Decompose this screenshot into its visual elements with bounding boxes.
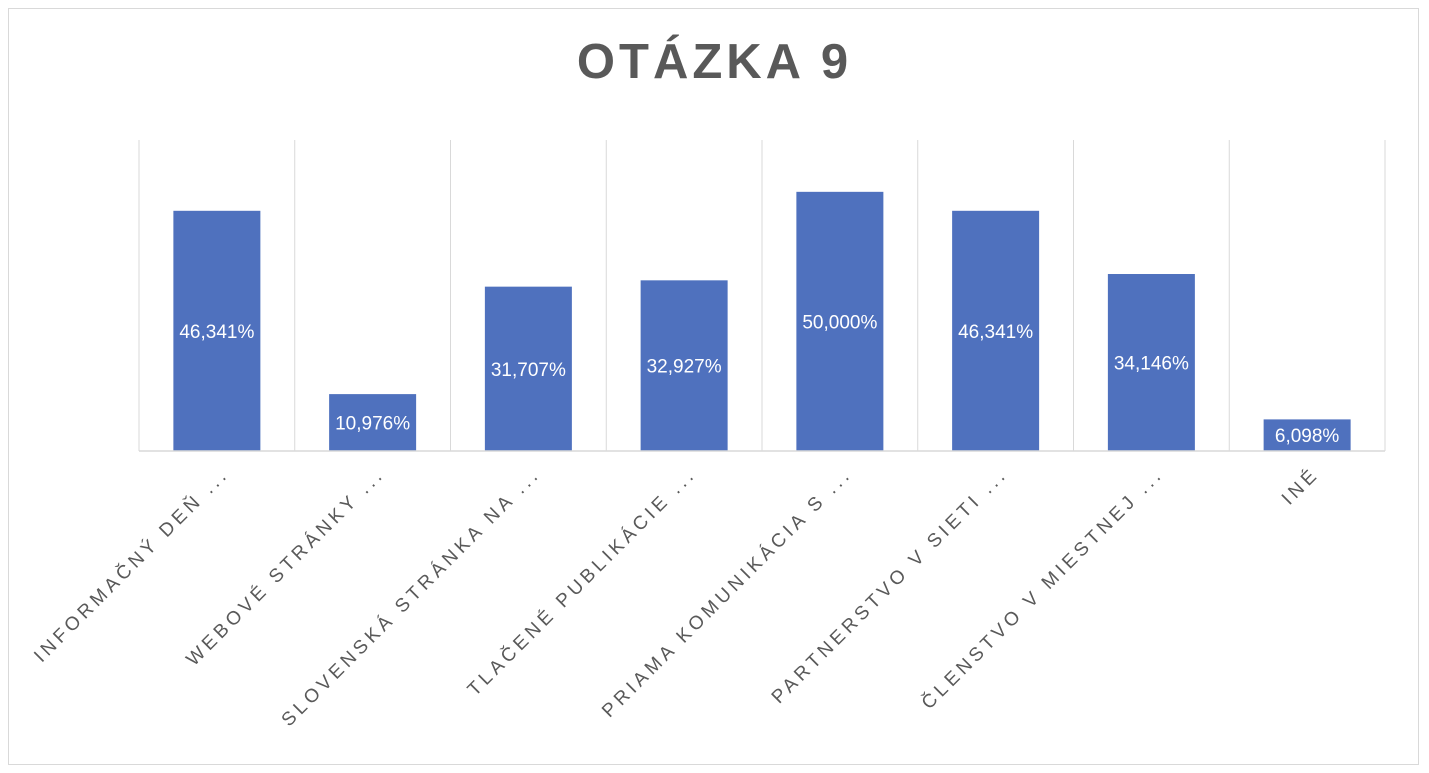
data-label: 10,976% — [335, 414, 410, 435]
gridlines — [138, 140, 1386, 451]
category-axis: INFORMAČNÝ DEŇ ...WEBOVÉ STRÁNKY ...SLOV… — [30, 450, 1385, 731]
bar — [173, 210, 261, 451]
bar — [952, 210, 1040, 451]
bar — [796, 191, 884, 452]
data-label: 31,707% — [491, 360, 566, 381]
data-label: 46,341% — [179, 322, 254, 343]
bars — [173, 191, 1351, 452]
data-label: 34,146% — [1114, 354, 1189, 375]
category-label: PRIAMA KOMUNIKÁCIA S ... — [598, 464, 856, 722]
data-label: 32,927% — [647, 357, 722, 378]
bar — [1107, 274, 1195, 451]
bar — [640, 280, 728, 451]
category-label: INÉ — [1278, 464, 1324, 510]
chart-title: OTÁZKA 9 — [576, 35, 853, 89]
data-label: 6,098% — [1275, 426, 1340, 447]
category-label: ČLENSTVO V MIESTNEJ ... — [917, 463, 1168, 714]
data-labels: 46,341% 10,976% 31,707% 32,927% 50,000% 46,34… — [179, 312, 1339, 447]
data-label: 50,000% — [802, 312, 877, 333]
category-label: SLOVENSKÁ STRÁNKA NA ... — [278, 464, 545, 731]
bar — [484, 286, 572, 451]
bar — [329, 394, 417, 451]
bar — [1263, 419, 1351, 451]
data-label: 46,341% — [958, 322, 1033, 343]
